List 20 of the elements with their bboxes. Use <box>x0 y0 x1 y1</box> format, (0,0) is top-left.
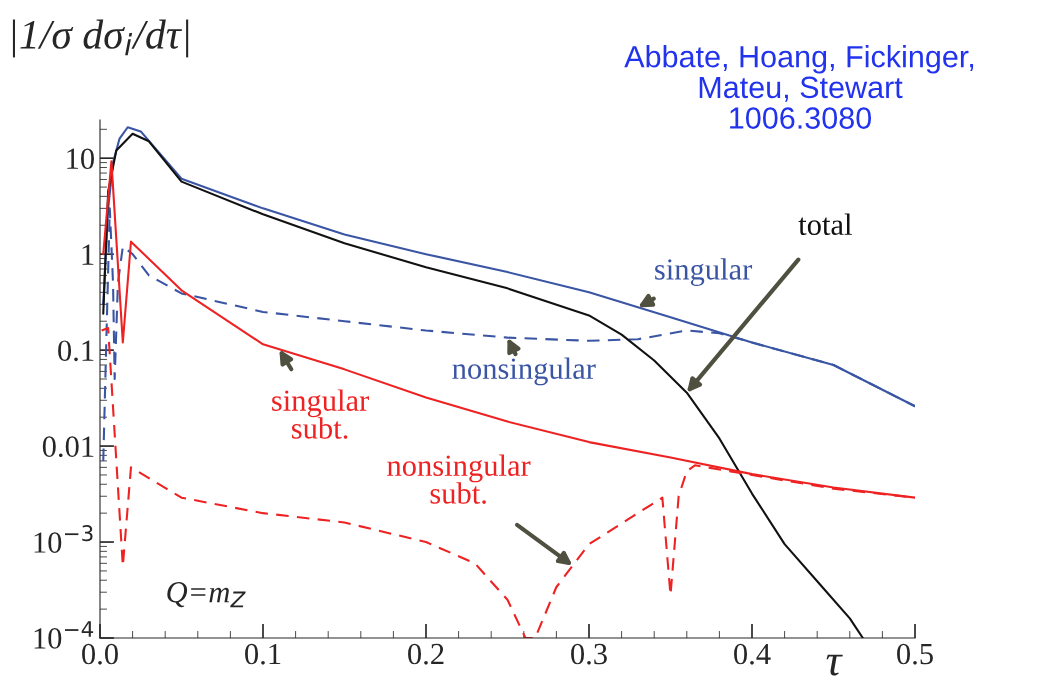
series-label: singular <box>655 258 753 286</box>
y-tick-label: 0.1 <box>58 340 94 362</box>
series-label: nonsingular <box>452 357 596 386</box>
line-series <box>102 132 864 638</box>
x-tick-label: 0.1 <box>245 643 281 665</box>
series-label: singular subt. <box>272 389 369 439</box>
annotation: Q=m$_{Z}$ <box>167 581 246 608</box>
x-tick-label: 0.3 <box>571 643 607 665</box>
y-axis-title: |1/σ dσ$_{i}$/dτ| <box>12 19 189 58</box>
annotation: Abbate, Hoang, Fickinger, Mateu, Stewart 1006.3080 <box>624 45 974 129</box>
y-tick-label: 10$^{−3}$ <box>34 525 93 553</box>
x-axis-title: τ <box>826 654 843 676</box>
text: total <box>798 213 852 236</box>
y-tick-label: 1 <box>82 244 94 265</box>
x-tick-label: 0.2 <box>408 643 444 665</box>
y-tick-label: 0.01 <box>42 436 94 458</box>
x-tick-label: 0.5 <box>897 643 933 665</box>
series-label: nonsingular subt. <box>387 454 531 504</box>
x-tick-label: 0.4 <box>734 643 771 665</box>
y-tick-label: 10 <box>67 148 94 170</box>
